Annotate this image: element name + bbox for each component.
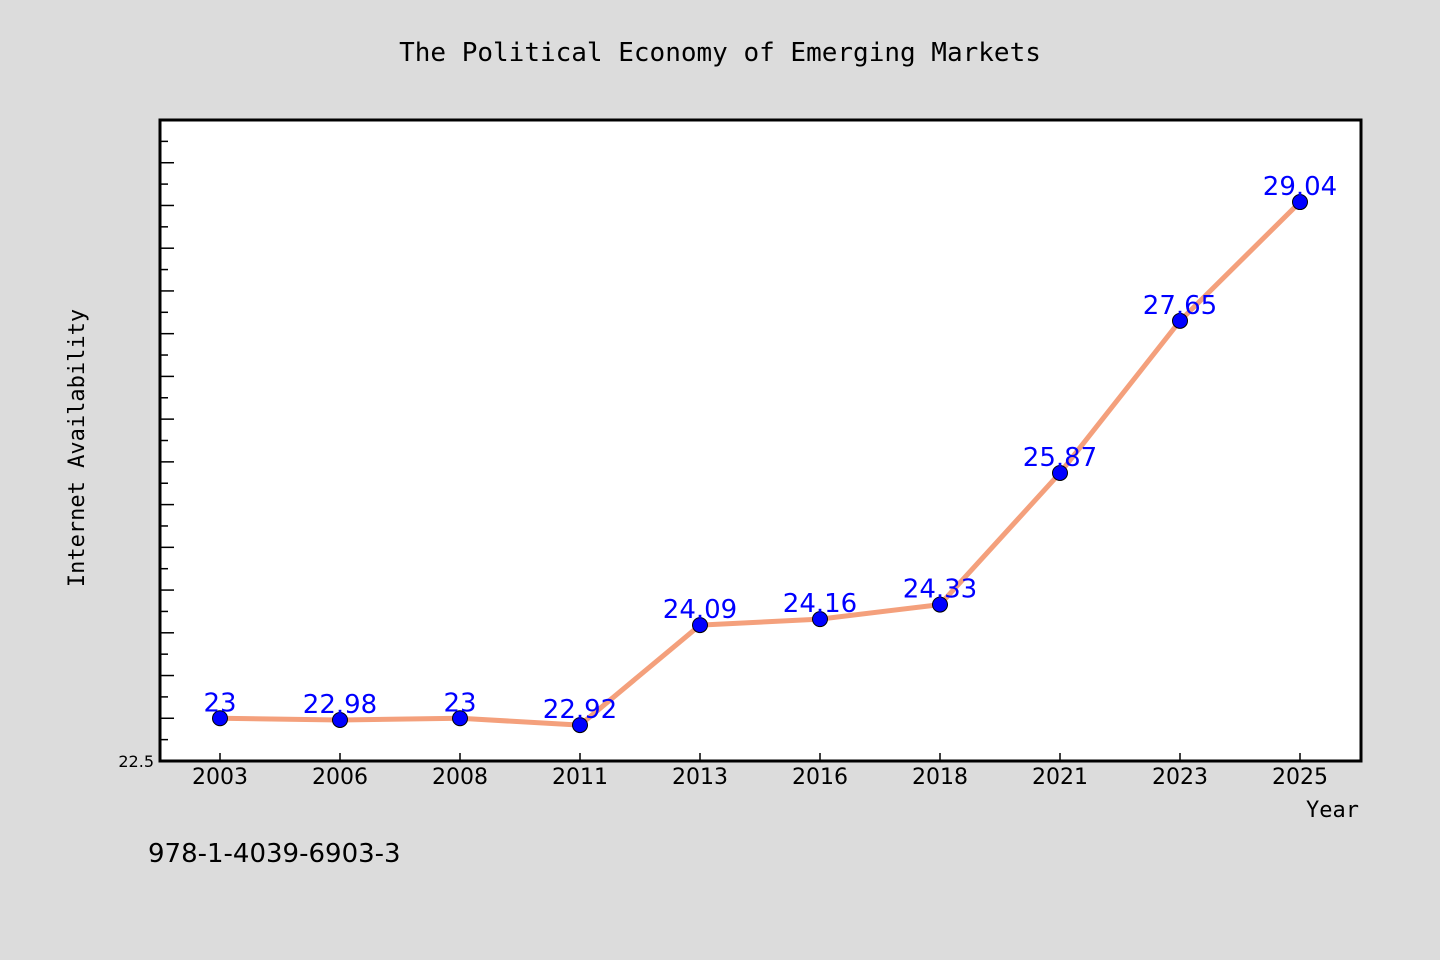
y-axis-label: Internet Availability: [65, 309, 90, 587]
data-point: [932, 596, 948, 613]
data-point: [1052, 464, 1068, 481]
series-line: [217, 199, 1303, 728]
data-label: 23: [203, 688, 236, 718]
x-axis-ticks: 2003 2006 2008 2011 2013 2016 2018 2021 2023 2025: [192, 753, 1328, 790]
data-point: [332, 711, 348, 728]
data-label: 27.65: [1143, 291, 1217, 321]
x-tick-label: 2006: [312, 765, 368, 790]
data-point: [572, 717, 588, 734]
x-tick-label: 2008: [432, 765, 488, 790]
data-label: 25.87: [1023, 443, 1097, 473]
series-markers: [212, 194, 1308, 734]
data-point: [212, 710, 228, 727]
data-label: 22.92: [543, 695, 617, 725]
y-axis-ticks: [160, 140, 174, 741]
x-tick-label: 2013: [672, 765, 728, 790]
data-labels: 23 22.98 23 22.92 24.09 24.16 24.33 25.87 27.65 2…: [203, 172, 1337, 725]
data-label: 24.33: [903, 575, 977, 605]
data-label: 24.16: [783, 589, 857, 619]
data-label: 29.04: [1263, 172, 1337, 202]
data-label: 22.98: [303, 690, 377, 720]
data-point: [1292, 194, 1308, 211]
x-axis-label: Year: [1306, 798, 1359, 823]
isbn-text: 978-1-4039-6903-3: [148, 839, 401, 869]
series-polyline: [217, 199, 1303, 728]
x-tick-label: 2003: [192, 765, 248, 790]
data-label: 24.09: [663, 595, 737, 625]
data-label: 23: [443, 688, 476, 718]
x-tick-label: 2021: [1032, 765, 1088, 790]
data-point: [452, 710, 468, 727]
y-tick-label-min: 22.5: [118, 752, 154, 771]
data-point: [692, 617, 708, 634]
data-point: [1172, 312, 1188, 329]
x-tick-label: 2023: [1152, 765, 1208, 790]
chart-title: The Political Economy of Emerging Market…: [399, 38, 1041, 68]
x-tick-label: 2025: [1272, 765, 1328, 790]
plot-area: [158, 118, 1363, 763]
x-tick-label: 2018: [912, 765, 968, 790]
x-tick-label: 2016: [792, 765, 848, 790]
data-point: [812, 611, 828, 628]
x-tick-label: 2011: [552, 765, 608, 790]
